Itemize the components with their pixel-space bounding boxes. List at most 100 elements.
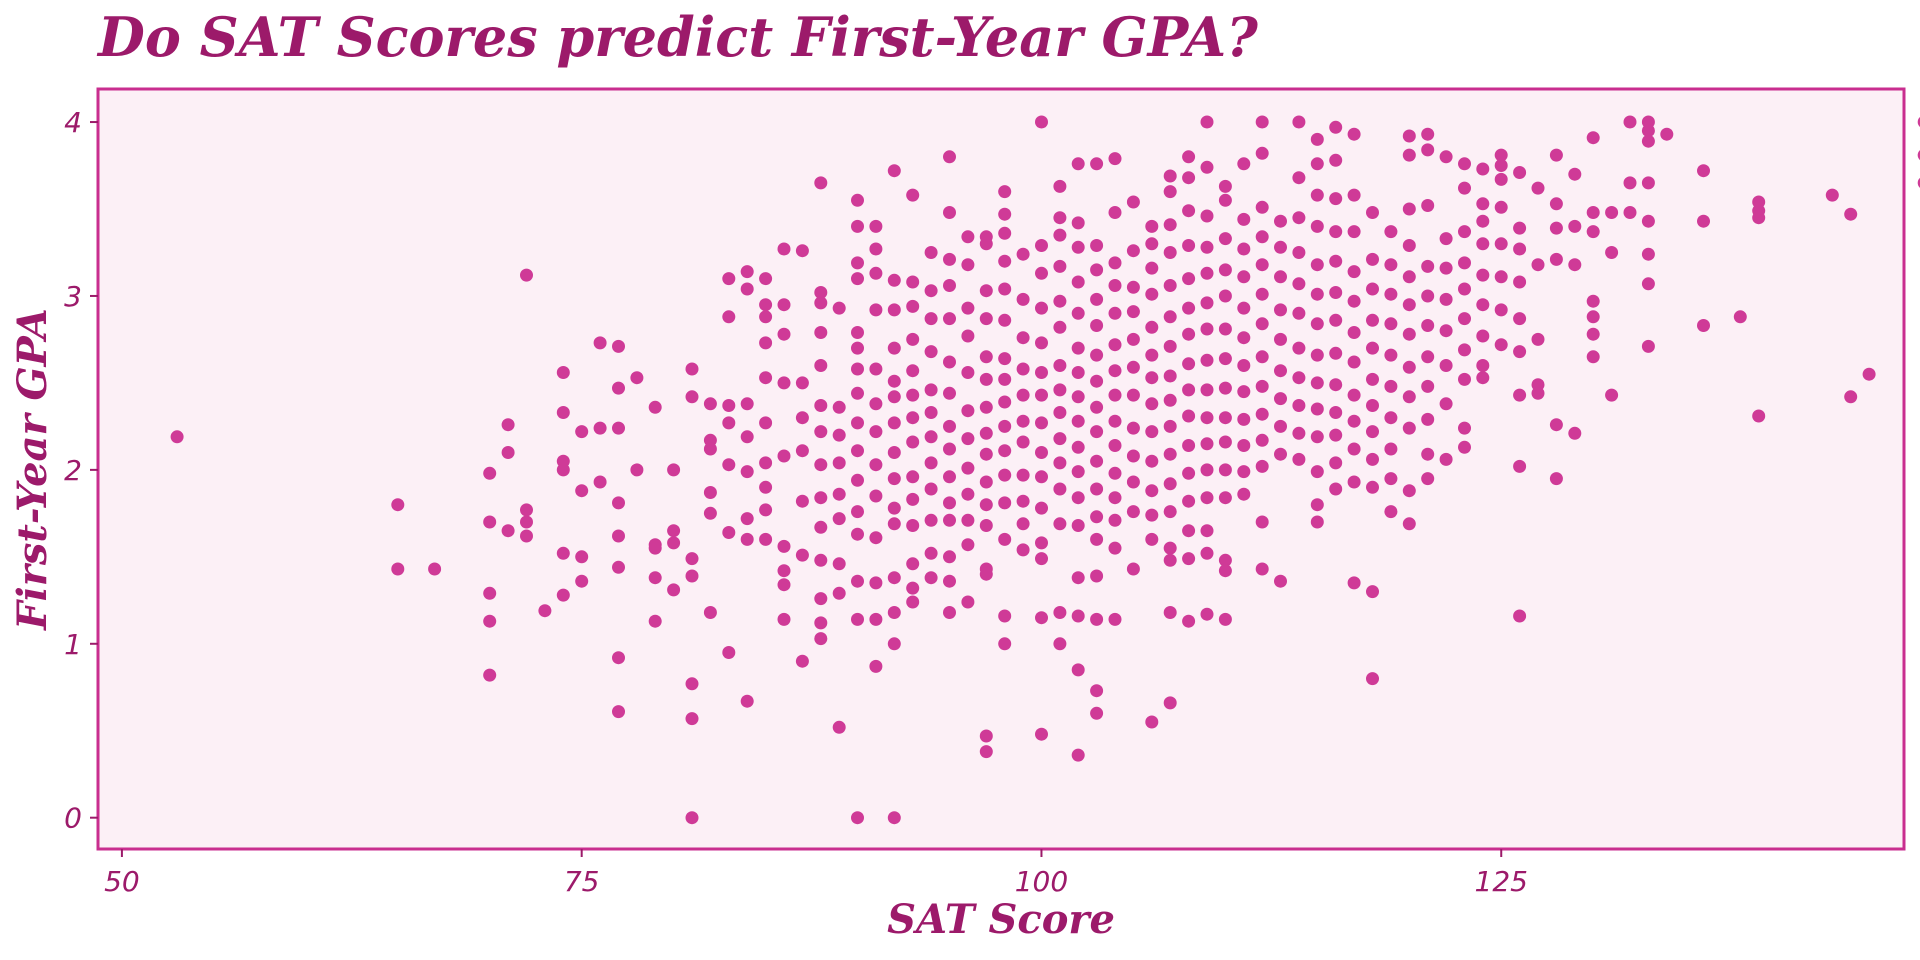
data-point (814, 359, 828, 372)
data-point (869, 362, 883, 376)
data-point (1053, 606, 1067, 619)
data-point (1458, 372, 1471, 386)
data-point (501, 418, 515, 432)
data-point (1255, 230, 1269, 244)
data-point (979, 567, 993, 581)
data-point (1090, 569, 1104, 583)
data-point (1402, 202, 1416, 216)
data-point (998, 532, 1012, 546)
data-point (814, 458, 828, 472)
data-point (1255, 258, 1269, 272)
data-point (1531, 258, 1545, 272)
data-point (887, 606, 901, 619)
data-point (1384, 287, 1398, 301)
data-point (1274, 364, 1287, 378)
data-point (575, 574, 589, 588)
data-point (979, 729, 993, 743)
data-point (1439, 232, 1453, 246)
data-point (483, 466, 497, 480)
data-point (1090, 239, 1104, 252)
data-point (869, 576, 883, 590)
data-point (1053, 359, 1067, 372)
data-point (1071, 465, 1085, 479)
data-point (483, 515, 497, 529)
data-point (1421, 350, 1435, 364)
data-point (1329, 346, 1343, 360)
data-point (1237, 331, 1251, 345)
data-point (170, 430, 184, 444)
data-point (722, 646, 736, 659)
data-point (612, 496, 625, 510)
data-point (1200, 209, 1214, 223)
data-point (1090, 157, 1104, 171)
data-point (998, 207, 1012, 221)
data-point (667, 463, 681, 477)
data-point (887, 303, 901, 317)
data-point (648, 614, 662, 628)
data-point (1476, 371, 1490, 385)
data-point (814, 632, 828, 646)
data-point (1053, 637, 1067, 651)
data-point (1421, 199, 1435, 212)
data-point (1200, 546, 1214, 560)
data-point (1310, 219, 1324, 233)
data-point (979, 312, 993, 326)
data-point (759, 371, 773, 385)
data-point (1402, 239, 1416, 252)
data-point (1458, 440, 1471, 454)
data-point (979, 745, 993, 759)
data-point (1182, 171, 1196, 185)
data-point (1494, 303, 1508, 317)
data-point (924, 406, 938, 419)
data-point (1366, 282, 1379, 296)
data-point (1016, 543, 1030, 557)
data-point (1090, 263, 1104, 277)
data-point (1108, 612, 1122, 626)
data-point (520, 503, 533, 517)
data-point (961, 404, 975, 418)
data-point (1053, 259, 1067, 273)
data-point (1053, 294, 1067, 308)
data-point (906, 595, 920, 609)
data-point (795, 411, 809, 425)
data-point (795, 244, 809, 258)
data-point (612, 560, 625, 574)
data-point (703, 442, 717, 456)
data-point (1366, 480, 1379, 494)
y-axis: 0 1 2 3 4 (64, 106, 98, 835)
data-point (943, 513, 956, 527)
data-point (1145, 371, 1159, 385)
data-point (1145, 237, 1159, 251)
data-point (1292, 452, 1306, 466)
data-point (1402, 129, 1416, 143)
data-point (1182, 150, 1196, 164)
data-point (1237, 359, 1251, 372)
data-point (1641, 134, 1655, 148)
data-point (1035, 388, 1048, 402)
data-point (1200, 353, 1214, 367)
data-point (1200, 607, 1214, 621)
data-point (906, 364, 920, 378)
data-point (1053, 211, 1067, 225)
data-point (887, 446, 901, 459)
data-point (1016, 414, 1030, 428)
data-point (1476, 329, 1490, 343)
data-point (1108, 513, 1122, 527)
data-point (1108, 152, 1122, 166)
data-point (1329, 192, 1343, 206)
data-point (1200, 491, 1214, 505)
data-point (777, 564, 791, 578)
data-point (1237, 270, 1251, 284)
data-point (1016, 435, 1030, 449)
data-point (814, 425, 828, 439)
data-point (924, 430, 938, 444)
data-point (1071, 414, 1085, 428)
data-point (1476, 237, 1490, 251)
data-point (1568, 258, 1582, 272)
data-point (1163, 606, 1177, 619)
data-point (612, 381, 625, 395)
data-point (1402, 517, 1416, 531)
data-point (1274, 303, 1287, 317)
data-point (1274, 419, 1287, 433)
